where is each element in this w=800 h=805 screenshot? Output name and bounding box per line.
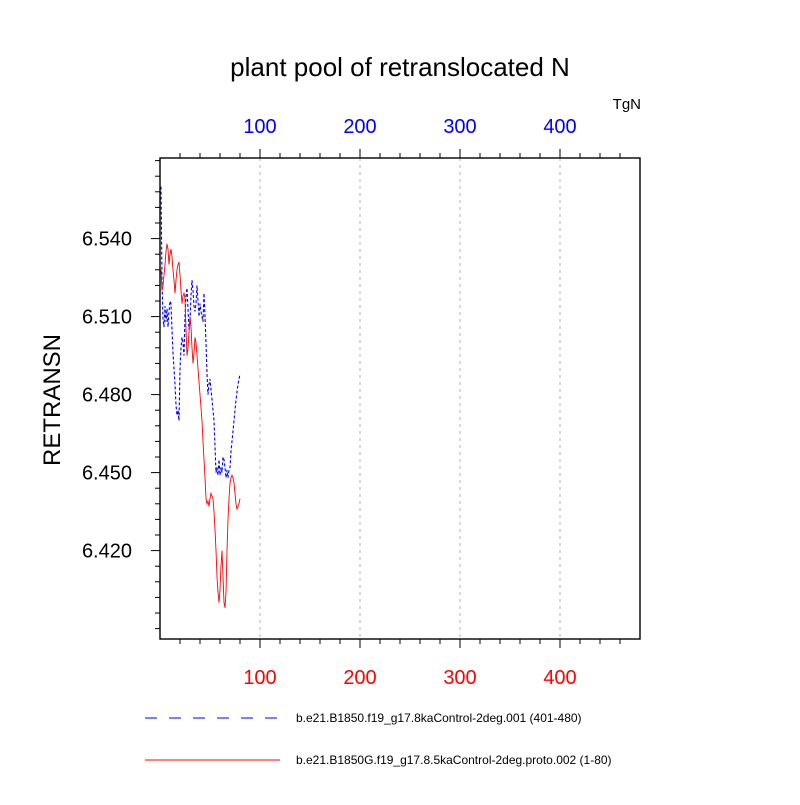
chart-title: plant pool of retranslocated N bbox=[230, 52, 570, 82]
series-line-2 bbox=[160, 243, 241, 608]
units-label: TgN bbox=[613, 96, 641, 113]
series-layer bbox=[160, 186, 241, 608]
x-tick-label-bottom: 300 bbox=[443, 667, 476, 689]
legend-label-2: b.e21.B1850G.f19_g17.8.5kaControl-2deg.p… bbox=[296, 753, 612, 767]
y-tick-label: 6.480 bbox=[82, 385, 132, 407]
x-tick-label-bottom: 200 bbox=[343, 667, 376, 689]
x-tick-label-top: 200 bbox=[343, 116, 376, 138]
x-tick-label-bottom: 100 bbox=[243, 667, 276, 689]
tick-layer bbox=[151, 149, 621, 648]
x-tick-label-top: 400 bbox=[543, 116, 576, 138]
legend-label-1: b.e21.B1850.f19_g17.8kaControl-2deg.001 … bbox=[296, 711, 582, 725]
x-tick-label-top: 100 bbox=[243, 116, 276, 138]
x-tick-label-top: 300 bbox=[443, 116, 476, 138]
y-tick-label: 6.540 bbox=[82, 229, 132, 251]
grid-layer bbox=[259, 158, 561, 639]
legend-layer: b.e21.B1850.f19_g17.8kaControl-2deg.001 … bbox=[145, 711, 612, 767]
x-tick-label-bottom: 400 bbox=[543, 667, 576, 689]
label-layer: 100 200 300 400 100 200 300 400 6.420 6.450 6.480 6… bbox=[82, 116, 577, 689]
y-axis-label: RETRANSN bbox=[39, 334, 66, 466]
series-line-1 bbox=[160, 186, 241, 478]
y-tick-label: 6.450 bbox=[82, 463, 132, 485]
y-tick-label: 6.420 bbox=[82, 541, 132, 563]
y-tick-label: 6.510 bbox=[82, 307, 132, 329]
